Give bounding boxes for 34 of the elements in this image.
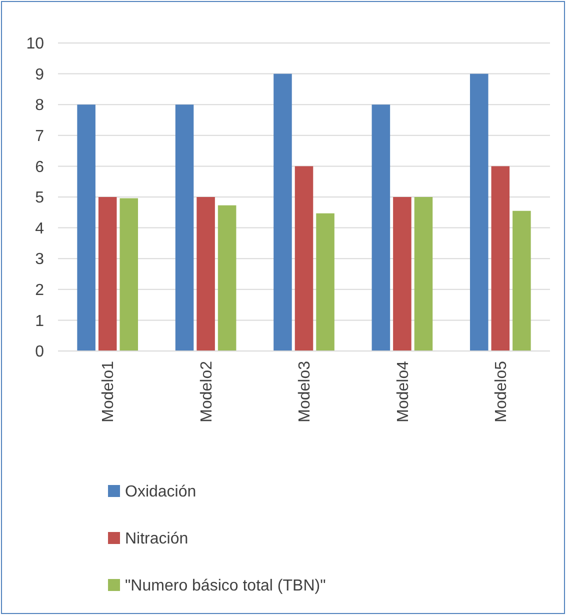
y-tick-label: 7 [35, 128, 44, 145]
y-tick-label: 3 [35, 251, 44, 268]
legend-label: "Numero básico total (TBN)" [125, 578, 326, 595]
legend-label: Nitración [125, 530, 188, 548]
bar [196, 197, 215, 351]
legend-label: Oxidación [125, 484, 196, 501]
bar [316, 213, 334, 351]
y-tick-label: 0 [35, 344, 44, 361]
y-tick-label: 8 [35, 97, 44, 114]
bar [120, 198, 138, 351]
y-tick-label: 10 [26, 36, 44, 53]
bar [294, 166, 314, 351]
x-tick-label: Modelo1 [100, 360, 118, 422]
y-tick-label: 6 [35, 158, 44, 176]
y-tick-label: 2 [35, 282, 44, 299]
bar [393, 197, 412, 351]
y-tick-label: 5 [35, 190, 44, 207]
x-tick-label: Modelo5 [493, 360, 510, 422]
y-tick-label: 1 [35, 312, 44, 330]
bar [218, 205, 236, 351]
bar [77, 104, 96, 351]
bar [372, 104, 390, 351]
bar [98, 197, 117, 351]
x-tick-label: Modelo2 [198, 360, 216, 422]
bar [274, 74, 292, 351]
bar [512, 210, 531, 351]
bar [414, 197, 433, 351]
y-tick-label: 9 [35, 66, 44, 84]
bar [491, 166, 510, 351]
bar [175, 104, 194, 351]
x-tick-label: Modelo4 [394, 360, 412, 422]
x-tick-label: Modelo3 [296, 360, 314, 422]
y-tick-label: 4 [35, 220, 44, 238]
bar [470, 74, 488, 351]
